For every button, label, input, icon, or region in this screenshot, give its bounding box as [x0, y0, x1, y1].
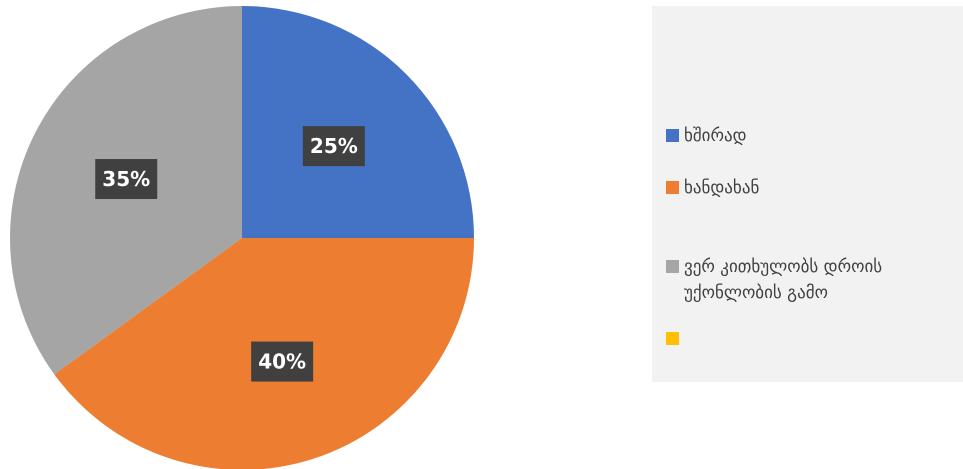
legend-swatch-no-time [666, 260, 679, 273]
pie-slice-often [242, 6, 474, 238]
legend-swatch-often [666, 129, 679, 142]
legend-label-no-time: ვერ კითხულობს დროის უქონლობის გამო [684, 257, 883, 303]
legend-swatch-sometimes [666, 181, 679, 194]
data-labels: 25% 40% 35% [95, 126, 365, 382]
data-label-text-no-time: 35% [102, 167, 150, 191]
data-label-sometimes: 40% [251, 341, 314, 382]
data-label-bg-often [302, 126, 365, 167]
data-label-often: 25% [302, 126, 365, 167]
legend-item-often: ხშირად [666, 123, 963, 149]
legend-panel [652, 6, 963, 382]
data-label-bg-sometimes [251, 341, 314, 382]
data-label-bg-no-time [95, 159, 158, 200]
data-label-text-sometimes: 40% [258, 350, 306, 374]
data-label-text-often: 25% [310, 134, 358, 158]
legend-swatch-empty [666, 332, 679, 345]
legend-item-sometimes: ხანდახან [666, 175, 963, 201]
legend-item-empty [666, 326, 963, 345]
data-label-no-time: 35% [95, 159, 158, 200]
legend-item-no-time: ვერ კითხულობს დროის უქონლობის გამო [666, 254, 963, 306]
legend-label-sometimes: ხანდახან [684, 178, 760, 198]
pie-slices [10, 6, 474, 469]
legend-label-often: ხშირად [684, 126, 747, 146]
